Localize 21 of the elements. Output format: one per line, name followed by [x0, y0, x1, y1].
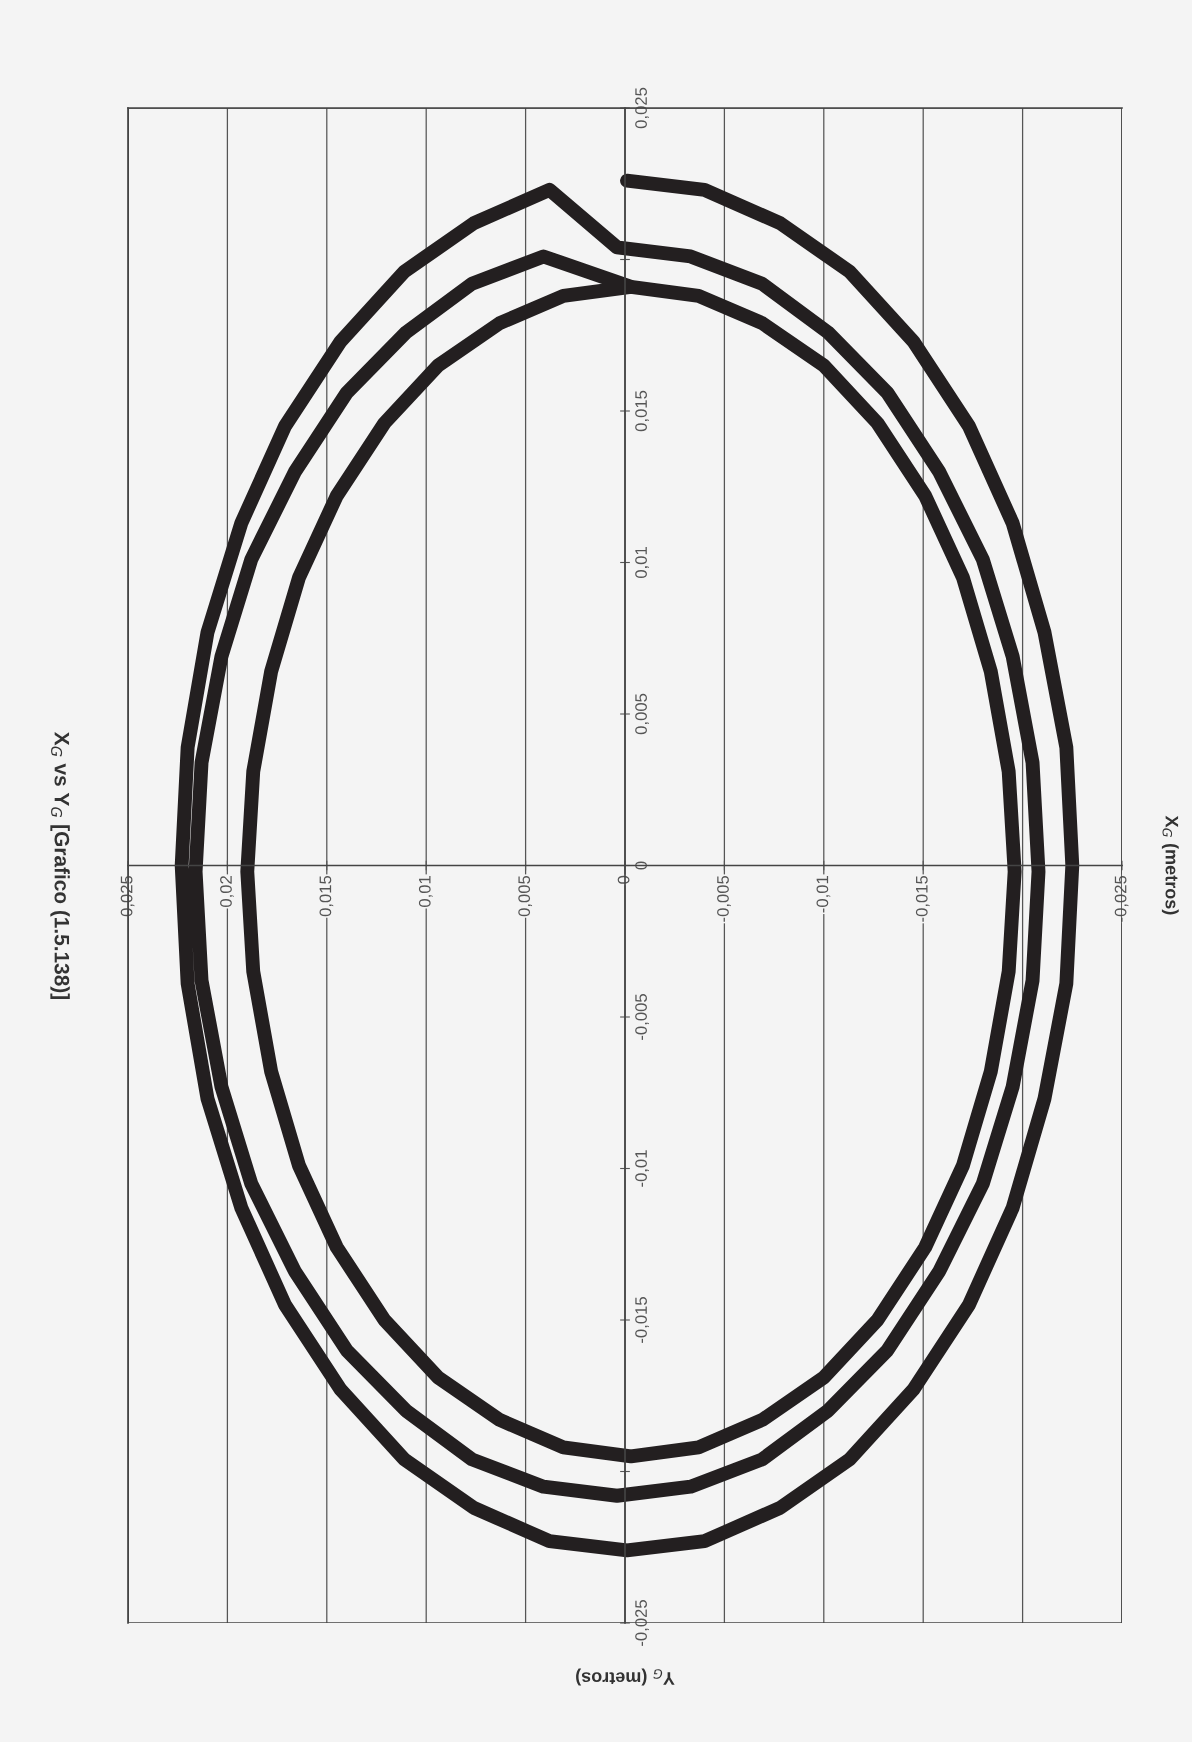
y-tick-label: 0,025: [635, 87, 649, 129]
x-tick-label: -0,025: [1114, 875, 1129, 922]
y-tick-label: -0,015: [635, 1297, 649, 1343]
x-tick-label: -0,01: [816, 876, 831, 913]
x-tick-label: 0,025: [120, 875, 135, 917]
x-tick-label: 0,02: [220, 876, 234, 908]
y-tick-label: -0,025: [635, 1600, 649, 1646]
x-tick-label: 0,015: [319, 875, 334, 917]
y-axis-title: X$_{G}$ (metros): [1161, 815, 1179, 915]
y-tick-label: -0,01: [635, 1150, 649, 1187]
text: X$_{G}$ vs Y$_{G}$ [Grafico (1.5.138)]: [50, 731, 70, 1000]
y-tick-label: 0,01: [635, 547, 649, 579]
y-tick-label: 0,005: [635, 693, 649, 735]
y-tick-label: -0,005: [635, 994, 649, 1040]
y-tick-label: 0,015: [635, 390, 649, 432]
x-tick-label: -0,015: [915, 875, 930, 922]
x-tick-label: 0,005: [518, 875, 533, 917]
x-tick-label: 0,01: [418, 876, 433, 908]
x-axis-title: Y$_{G}$ (metros): [576, 1668, 675, 1686]
x-tick-label: 0: [617, 875, 630, 884]
x-tick-label: -0,005: [717, 875, 731, 922]
